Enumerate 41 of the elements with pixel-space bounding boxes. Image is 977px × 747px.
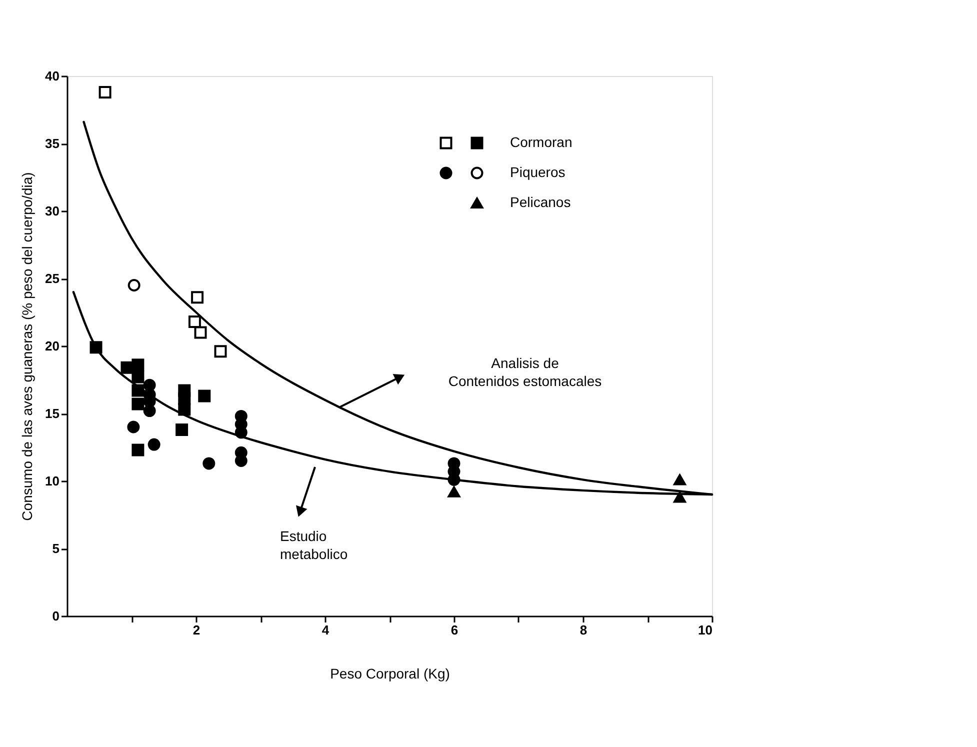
x-tick-label: 10 (698, 622, 712, 638)
annotation: Estudio metabolico (280, 528, 348, 562)
point (214, 345, 227, 358)
y-tick-label: 30 (45, 204, 60, 218)
x-tick-label: 2 (192, 622, 200, 638)
x-tick-label: 4 (322, 622, 330, 638)
point (194, 326, 207, 339)
point (674, 492, 686, 503)
x-tick-label: 8 (580, 622, 588, 638)
annotation: Analisis de Contenidos estomacales (448, 355, 602, 389)
y-tick-label: 20 (45, 338, 60, 354)
point (188, 315, 201, 328)
point (143, 404, 156, 418)
y-tick-label: 35 (45, 136, 60, 151)
point (127, 420, 140, 434)
point (176, 423, 188, 436)
point (132, 444, 144, 456)
legend-label: Pelicanos (510, 194, 571, 210)
y-axis-title: Consumo de las aves guaneras (% peso del cuerpo/dia) (19, 172, 36, 521)
point (448, 486, 460, 498)
y-tick-label: 25 (45, 271, 60, 286)
y-tick-label: 15 (45, 406, 60, 421)
point (674, 474, 686, 486)
point (132, 370, 144, 384)
point (198, 390, 211, 402)
y-tick-label: 5 (52, 541, 60, 556)
y-tick-label: 10 (45, 474, 60, 488)
x-tick-label: 6 (450, 622, 458, 638)
point (98, 86, 112, 98)
legend-label: Cormoran (510, 134, 572, 150)
point (178, 403, 191, 416)
point (132, 358, 144, 372)
point (128, 279, 140, 292)
y-tick-label: 0 (52, 608, 60, 624)
y-tick-label: 40 (45, 68, 60, 84)
point (202, 457, 216, 470)
point (132, 398, 144, 410)
point (148, 438, 160, 451)
legend-label: Piqueros (510, 164, 566, 180)
point (191, 291, 204, 304)
x-axis-title: Peso Corporal (Kg) (330, 666, 450, 682)
